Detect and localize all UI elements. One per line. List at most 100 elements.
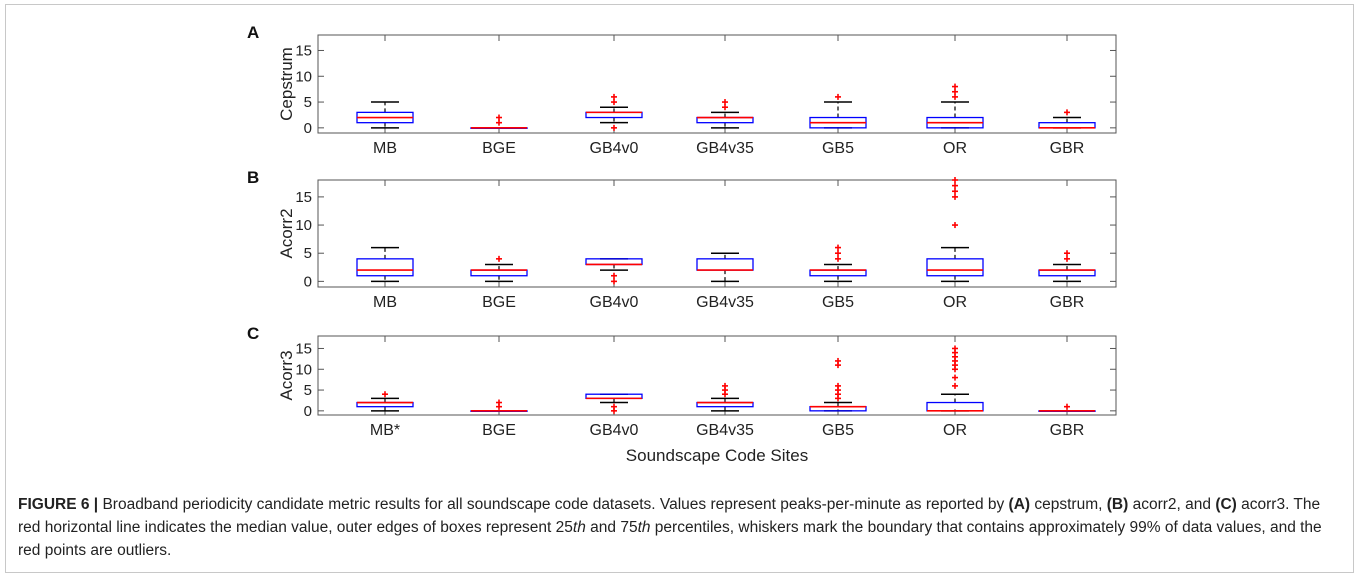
category-label: MB: [373, 140, 397, 157]
outlier-point: [835, 382, 841, 389]
y-tick-label: 0: [304, 403, 312, 420]
y-tick-label: 0: [304, 120, 312, 137]
outlier-point: [1064, 250, 1070, 257]
caption-segment: th: [572, 519, 586, 536]
outlier-point: [835, 244, 841, 251]
caption-segment: Broadband periodicity candidate metric r…: [98, 496, 1009, 513]
panel-letter: B: [247, 168, 259, 187]
caption-segment: cepstrum,: [1030, 496, 1107, 513]
outlier-point: [835, 93, 841, 100]
outlier-point: [1064, 109, 1070, 116]
outlier-point: [952, 382, 958, 389]
caption-label: FIGURE 6 |: [18, 496, 99, 513]
axes-box-C: [317, 335, 1117, 416]
y-tick-label: 10: [295, 68, 312, 85]
category-label: OR: [943, 294, 967, 311]
y-tick-label: 15: [295, 340, 312, 357]
category-label: GB4v0: [590, 422, 639, 439]
outlier-point: [952, 188, 958, 195]
outlier-point: [611, 403, 617, 410]
y-axis-label: Acorr3: [277, 350, 296, 400]
iqr-box: [809, 269, 867, 277]
outlier-point: [496, 255, 502, 262]
caption-segment: (A): [1008, 496, 1031, 513]
outlier-point: [952, 177, 958, 183]
outlier-point: [835, 357, 841, 364]
outlier-point: [952, 93, 958, 100]
outlier-point: [722, 104, 728, 111]
y-tick-label: 15: [295, 189, 312, 206]
category-label: GBR: [1050, 140, 1085, 157]
caption-segment: th: [637, 519, 651, 536]
category-label: GB4v0: [590, 294, 639, 311]
category-label: BGE: [482, 294, 516, 311]
figure-frame: [5, 4, 1354, 573]
caption-segment: acorr3. The red horizontal line indicate…: [18, 496, 1321, 536]
outlier-point: [1064, 255, 1070, 262]
outlier-point: [496, 114, 502, 121]
iqr-box: [1038, 269, 1096, 277]
y-tick-label: 5: [304, 382, 312, 399]
category-label: GB5: [822, 422, 854, 439]
category-label: GB5: [822, 294, 854, 311]
outlier-point: [611, 93, 617, 100]
x-axis-label: Soundscape Code Sites: [626, 446, 808, 465]
outlier-point: [611, 99, 617, 106]
category-label: GBR: [1050, 422, 1085, 439]
outlier-point: [611, 278, 617, 285]
panel-letter: C: [247, 324, 259, 343]
outlier-point: [611, 272, 617, 279]
y-axis-label: Cepstrum: [277, 47, 296, 121]
outlier-point: [1064, 403, 1070, 410]
caption-segment: (C): [1215, 496, 1237, 513]
axes-box-B: [317, 179, 1117, 288]
outlier-point: [952, 182, 958, 189]
y-tick-label: 15: [295, 42, 312, 59]
outlier-point: [496, 399, 502, 406]
y-axis-label: Acorr2: [277, 208, 296, 258]
iqr-box: [926, 258, 984, 277]
outlier-point: [611, 124, 617, 131]
outlier-point: [722, 382, 728, 389]
outlier-point: [952, 345, 958, 352]
category-label: GB5: [822, 140, 854, 157]
caption-segment: acorr2, and: [1128, 496, 1216, 513]
iqr-box: [585, 258, 643, 266]
outlier-point: [952, 222, 958, 229]
category-label: OR: [943, 422, 967, 439]
category-label: GBR: [1050, 294, 1085, 311]
outlier-point: [496, 119, 502, 126]
outlier-point: [835, 255, 841, 262]
outlier-point: [722, 99, 728, 106]
y-tick-label: 5: [304, 245, 312, 262]
y-tick-label: 10: [295, 217, 312, 234]
category-label: GB4v35: [696, 294, 754, 311]
outlier-point: [952, 193, 958, 200]
y-tick-label: 5: [304, 94, 312, 111]
caption-segment: and 75: [585, 519, 638, 536]
panel-letter: A: [247, 23, 259, 42]
category-label: GB4v0: [590, 140, 639, 157]
outlier-point: [952, 88, 958, 95]
y-tick-label: 0: [304, 273, 312, 290]
caption-body: Broadband periodicity candidate metric r…: [18, 496, 1322, 559]
caption-segment: percentiles, whiskers mark the boundary …: [18, 519, 1322, 559]
caption-segment: (B): [1106, 496, 1129, 513]
outlier-point: [835, 250, 841, 257]
category-label: BGE: [482, 422, 516, 439]
outlier-point: [382, 391, 388, 398]
y-tick-label: 10: [295, 361, 312, 378]
iqr-box: [470, 269, 528, 277]
category-label: GB4v35: [696, 422, 754, 439]
iqr-box: [356, 258, 414, 277]
axes-box-A: [317, 34, 1117, 134]
outlier-point: [952, 83, 958, 90]
category-label: OR: [943, 140, 967, 157]
category-label: MB: [373, 294, 397, 311]
category-label: MB*: [370, 422, 400, 439]
figure-caption: FIGURE 6 | Broadband periodicity candida…: [18, 493, 1343, 562]
category-label: BGE: [482, 140, 516, 157]
iqr-box: [696, 258, 754, 271]
outlier-point: [952, 374, 958, 381]
